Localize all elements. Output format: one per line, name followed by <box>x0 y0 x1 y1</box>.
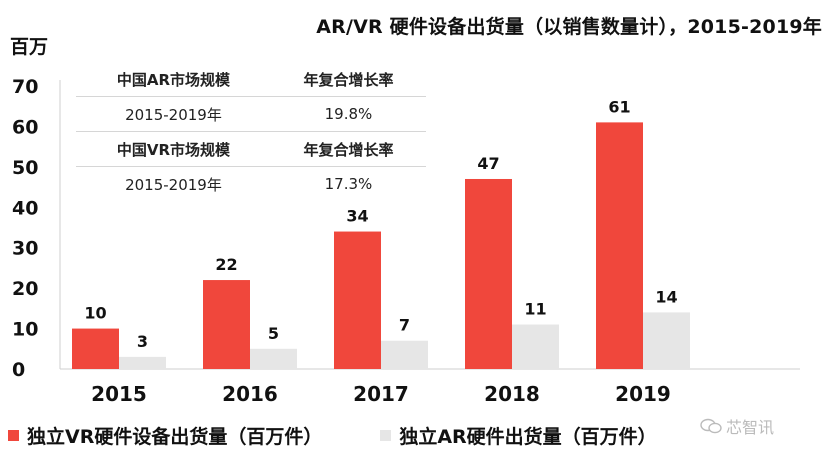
wechat-icon <box>700 418 722 434</box>
data-label: 47 <box>477 154 499 173</box>
data-label: 5 <box>268 324 279 343</box>
x-tick-label: 2016 <box>222 382 278 406</box>
cagr-cell: 19.8% <box>270 96 426 132</box>
cagr-cell: 年复合增长率 <box>270 131 426 167</box>
x-tick-label: 2019 <box>615 382 671 406</box>
bar-vr <box>334 231 381 369</box>
y-tick-label: 50 <box>12 157 38 179</box>
y-tick-label: 30 <box>12 238 38 260</box>
cagr-row-ar-value: 2015-2019年 19.8% <box>76 96 426 132</box>
bar-vr <box>72 328 119 369</box>
cagr-table: 中国AR市场规模 年复合增长率 2015-2019年 19.8% 中国VR市场规… <box>76 62 426 201</box>
y-tick-label: 60 <box>12 116 38 138</box>
legend-item-ar: 独立AR硬件出货量（百万件） <box>380 422 657 449</box>
cagr-row-vr-header: 中国VR市场规模 年复合增长率 <box>76 131 426 167</box>
data-label: 61 <box>608 97 630 116</box>
bar-ar <box>381 340 428 369</box>
data-label: 11 <box>524 300 546 319</box>
bar-ar <box>119 356 166 369</box>
y-tick-label: 0 <box>12 359 25 381</box>
cagr-cell: 2015-2019年 <box>125 175 222 194</box>
legend-swatch-ar <box>380 430 392 441</box>
data-label: 7 <box>399 316 410 335</box>
data-label: 34 <box>346 207 368 226</box>
cagr-cell: 17.3% <box>324 175 373 193</box>
x-tick-label: 2018 <box>484 382 540 406</box>
bar-vr <box>596 122 643 369</box>
data-label: 10 <box>84 304 106 323</box>
cagr-row-ar-header: 中国AR市场规模 年复合增长率 <box>76 62 426 97</box>
watermark-text: 芯智讯 <box>726 418 775 437</box>
x-tick-label: 2015 <box>91 382 147 406</box>
legend-item-vr: 独立VR硬件设备出货量（百万件） <box>8 422 322 449</box>
x-tick-label: 2017 <box>353 382 409 406</box>
y-tick-label: 10 <box>12 319 38 341</box>
cagr-cell: 2015-2019年 <box>76 96 271 132</box>
data-label: 14 <box>655 287 677 306</box>
cagr-cell: 年复合增长率 <box>270 62 426 97</box>
cagr-cell: 中国VR市场规模 <box>76 131 271 167</box>
bar-vr <box>203 280 250 369</box>
y-tick-label: 70 <box>12 76 38 98</box>
y-tick-label: 40 <box>12 197 38 219</box>
cagr-row-vr-value: 2015-2019年 17.3% <box>76 167 426 202</box>
watermark: 芯智讯 <box>700 414 774 438</box>
data-label: 3 <box>137 332 148 351</box>
bar-ar <box>512 324 559 369</box>
bar-vr <box>465 178 512 369</box>
legend-label-vr: 独立VR硬件设备出货量（百万件） <box>27 426 323 448</box>
y-tick-label: 20 <box>12 278 38 300</box>
cagr-cell: 中国AR市场规模 <box>76 62 271 97</box>
legend-swatch-vr <box>8 430 19 441</box>
legend-label-ar: 独立AR硬件出货量（百万件） <box>399 426 657 448</box>
legend: 独立VR硬件设备出货量（百万件） 独立AR硬件出货量（百万件） <box>8 422 715 449</box>
bar-ar <box>250 348 297 369</box>
data-label: 22 <box>215 255 237 274</box>
chart-title: AR/VR 硬件设备出货量（以销售数量计），2015-2019年 <box>316 16 822 38</box>
bar-ar <box>643 312 690 369</box>
y-axis-unit-label: 百万 <box>10 36 49 58</box>
